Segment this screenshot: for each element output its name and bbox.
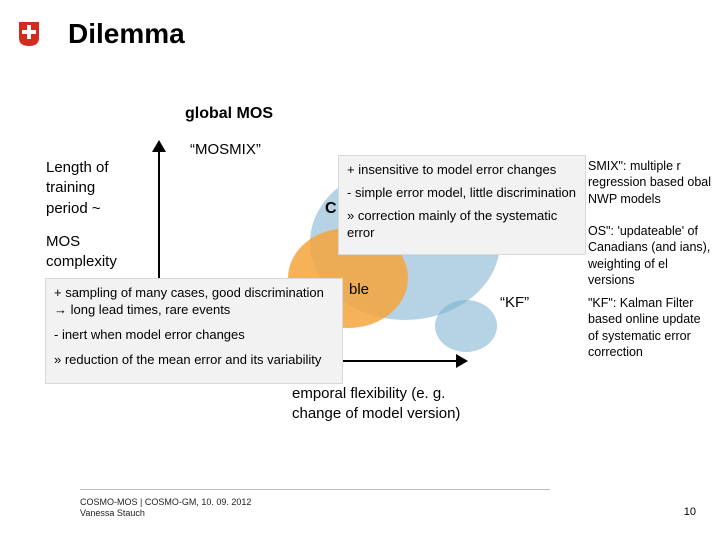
page-number: 10 xyxy=(684,506,696,518)
right-note-3: "KF": Kalman Filter based online update … xyxy=(588,295,714,360)
footer-line2: Vanessa Stauch xyxy=(80,508,251,520)
info-box-left: + sampling of many cases, good discrimin… xyxy=(45,278,343,384)
footer-divider xyxy=(80,489,550,490)
box-left-line1: + sampling of many cases, good discrimin… xyxy=(54,285,334,319)
box-top-line1: + insensitive to model error changes xyxy=(347,162,577,179)
footer-text: COSMO-MOS | COSMO-GM, 10. 09. 2012 Vanes… xyxy=(80,497,251,520)
swiss-shield-icon xyxy=(18,21,40,47)
right-note-2: OS": 'updateable' of Canadians (and ians… xyxy=(588,223,714,288)
kf-label: “KF” xyxy=(500,294,529,311)
y-axis-label-1: Length of training period ~ xyxy=(46,158,109,219)
mosmix-label: “MOSMIX” xyxy=(190,141,261,158)
box-left-line2: - inert when model error changes xyxy=(54,327,334,344)
c-fragment: C xyxy=(325,200,337,218)
box-top-line3: » correction mainly of the systematic er… xyxy=(347,208,577,242)
info-box-top: + insensitive to model error changes - s… xyxy=(338,155,586,255)
x-axis-label: emporal flexibility (e. g. change of mod… xyxy=(292,384,460,423)
page-title: Dilemma xyxy=(68,18,185,50)
global-mos-label: global MOS xyxy=(185,105,273,123)
y-axis-label-2: MOS complexity xyxy=(46,232,117,273)
bubble-small xyxy=(435,300,497,352)
box-left-line3: » reduction of the mean error and its va… xyxy=(54,352,334,369)
ble-fragment: ble xyxy=(349,281,369,298)
box-top-line2: - simple error model, little discriminat… xyxy=(347,185,577,202)
footer-line1: COSMO-MOS | COSMO-GM, 10. 09. 2012 xyxy=(80,497,251,509)
right-note-1: SMIX": multiple r regression based obal … xyxy=(588,158,714,207)
